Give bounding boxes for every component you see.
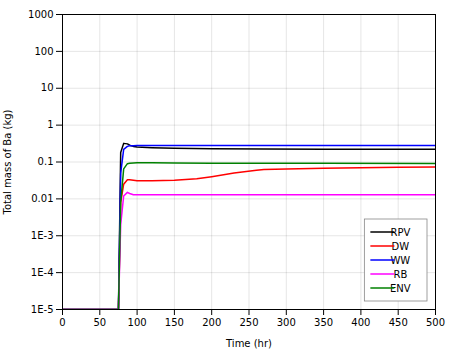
svg-text:DW: DW — [391, 240, 410, 252]
svg-text:100: 100 — [128, 317, 147, 328]
svg-text:1E-5: 1E-5 — [31, 304, 54, 315]
svg-text:350: 350 — [314, 317, 333, 328]
svg-text:1E-3: 1E-3 — [31, 230, 54, 241]
svg-text:150: 150 — [165, 317, 184, 328]
svg-text:RB: RB — [393, 269, 407, 280]
svg-text:Total mass of Ba (kg): Total mass of Ba (kg) — [2, 109, 13, 215]
svg-text:450: 450 — [389, 317, 408, 328]
svg-text:400: 400 — [351, 317, 370, 328]
svg-text:1: 1 — [47, 119, 53, 130]
svg-text:0.01: 0.01 — [31, 193, 53, 204]
svg-text:100: 100 — [34, 46, 53, 57]
svg-text:1E-4: 1E-4 — [31, 267, 54, 278]
svg-text:ENV: ENV — [390, 282, 411, 294]
svg-text:500: 500 — [426, 317, 445, 328]
svg-text:0.1: 0.1 — [38, 156, 54, 167]
svg-text:1000: 1000 — [28, 9, 53, 20]
svg-text:WW: WW — [390, 254, 411, 266]
svg-text:200: 200 — [202, 317, 221, 328]
svg-text:Time (hr): Time (hr) — [225, 338, 272, 349]
svg-text:10: 10 — [41, 82, 54, 93]
svg-text:250: 250 — [239, 317, 258, 328]
svg-text:300: 300 — [277, 317, 296, 328]
svg-text:RPV: RPV — [390, 226, 411, 238]
svg-text:0: 0 — [59, 317, 65, 328]
svg-text:50: 50 — [93, 317, 106, 328]
